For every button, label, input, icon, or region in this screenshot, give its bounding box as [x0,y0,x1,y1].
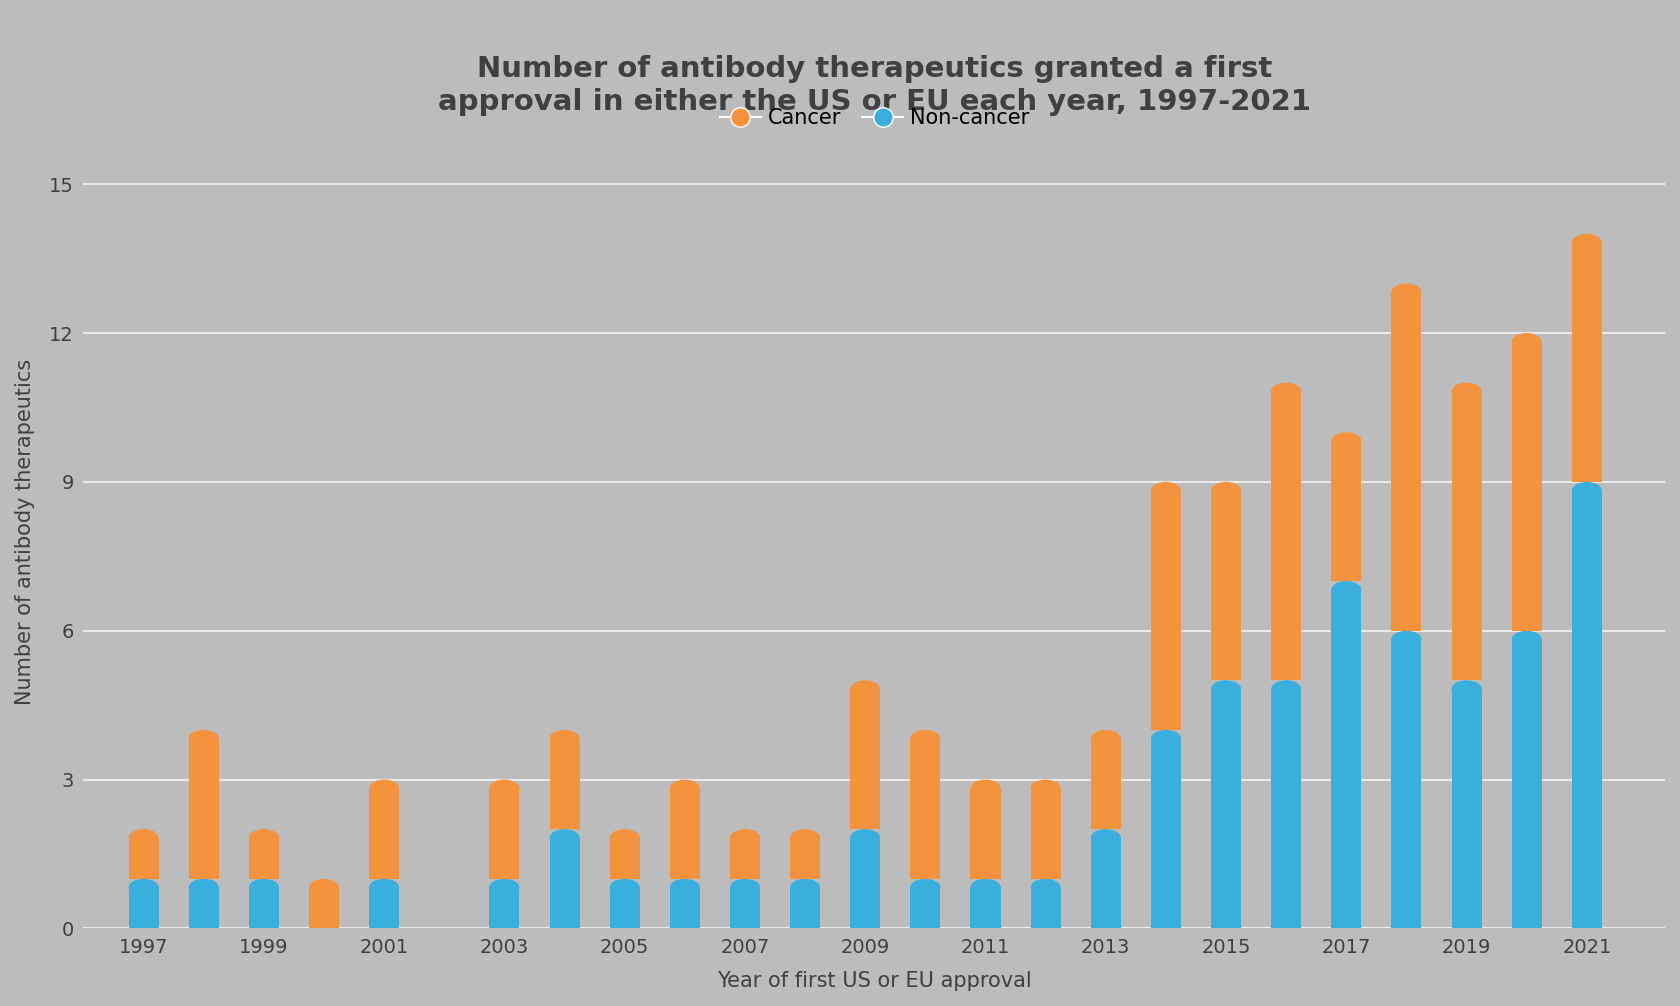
Ellipse shape [249,829,279,846]
Bar [670,887,701,929]
Ellipse shape [129,829,158,846]
Bar [850,689,880,829]
Ellipse shape [549,829,580,846]
Bar [489,887,519,929]
Ellipse shape [1090,730,1121,747]
Bar [1090,838,1121,929]
Ellipse shape [1030,879,1060,896]
Bar [549,838,580,929]
Ellipse shape [1452,382,1482,400]
Bar [1151,738,1181,929]
Bar [610,838,640,879]
Ellipse shape [670,879,701,896]
Bar [1030,887,1060,929]
Ellipse shape [188,730,218,747]
Ellipse shape [370,780,400,797]
Ellipse shape [1211,680,1242,698]
Ellipse shape [1272,382,1302,400]
Ellipse shape [1512,333,1542,350]
Ellipse shape [549,730,580,747]
Bar [309,887,339,929]
Bar [1572,242,1601,482]
Bar [971,789,1001,879]
Y-axis label: Number of antibody therapeutics: Number of antibody therapeutics [15,358,35,704]
Bar [911,887,941,929]
Bar [610,887,640,929]
Ellipse shape [911,879,941,896]
Ellipse shape [1452,680,1482,698]
Ellipse shape [1331,581,1361,599]
Ellipse shape [129,879,158,896]
Bar [188,738,218,879]
Bar [1512,640,1542,929]
Bar [129,887,158,929]
Ellipse shape [850,680,880,698]
Bar [1391,640,1421,929]
Ellipse shape [309,879,339,896]
Title: Number of antibody therapeutics granted a first
approval in either the US or EU : Number of antibody therapeutics granted … [438,55,1310,116]
Ellipse shape [249,879,279,896]
Bar [850,838,880,929]
Ellipse shape [1090,829,1121,846]
Bar [1030,789,1060,879]
Bar [370,789,400,879]
Ellipse shape [971,879,1001,896]
Bar [1211,689,1242,929]
Ellipse shape [729,879,759,896]
Ellipse shape [489,780,519,797]
Ellipse shape [1572,233,1601,252]
Ellipse shape [1151,482,1181,499]
Bar [249,838,279,879]
Ellipse shape [971,780,1001,797]
Bar [790,838,820,879]
Bar [1272,391,1302,680]
Bar [1090,738,1121,829]
Bar [549,738,580,829]
Ellipse shape [729,829,759,846]
Ellipse shape [610,879,640,896]
Ellipse shape [610,829,640,846]
Ellipse shape [188,879,218,896]
Bar [1272,689,1302,929]
Ellipse shape [911,730,941,747]
Ellipse shape [1272,680,1302,698]
Bar [1331,590,1361,929]
Bar [188,887,218,929]
Ellipse shape [1391,284,1421,301]
Bar [129,838,158,879]
X-axis label: Year of first US or EU approval: Year of first US or EU approval [717,971,1032,991]
Ellipse shape [1331,433,1361,450]
Ellipse shape [489,879,519,896]
Ellipse shape [1211,482,1242,499]
Legend: Cancer, Non-cancer: Cancer, Non-cancer [709,98,1040,138]
Bar [489,789,519,879]
Ellipse shape [790,879,820,896]
Ellipse shape [1151,730,1181,747]
Bar [911,738,941,879]
Bar [670,789,701,879]
Ellipse shape [670,780,701,797]
Bar [1211,491,1242,680]
Ellipse shape [370,879,400,896]
Ellipse shape [1512,631,1542,648]
Bar [729,838,759,879]
Bar [1391,292,1421,631]
Bar [249,887,279,929]
Ellipse shape [1391,631,1421,648]
Bar [1512,342,1542,631]
Bar [1151,491,1181,730]
Ellipse shape [1572,482,1601,499]
Bar [1452,689,1482,929]
Bar [971,887,1001,929]
Bar [1572,491,1601,929]
Bar [1452,391,1482,680]
Bar [370,887,400,929]
Ellipse shape [790,829,820,846]
Bar [729,887,759,929]
Ellipse shape [1030,780,1060,797]
Bar [790,887,820,929]
Ellipse shape [850,829,880,846]
Bar [1331,441,1361,581]
